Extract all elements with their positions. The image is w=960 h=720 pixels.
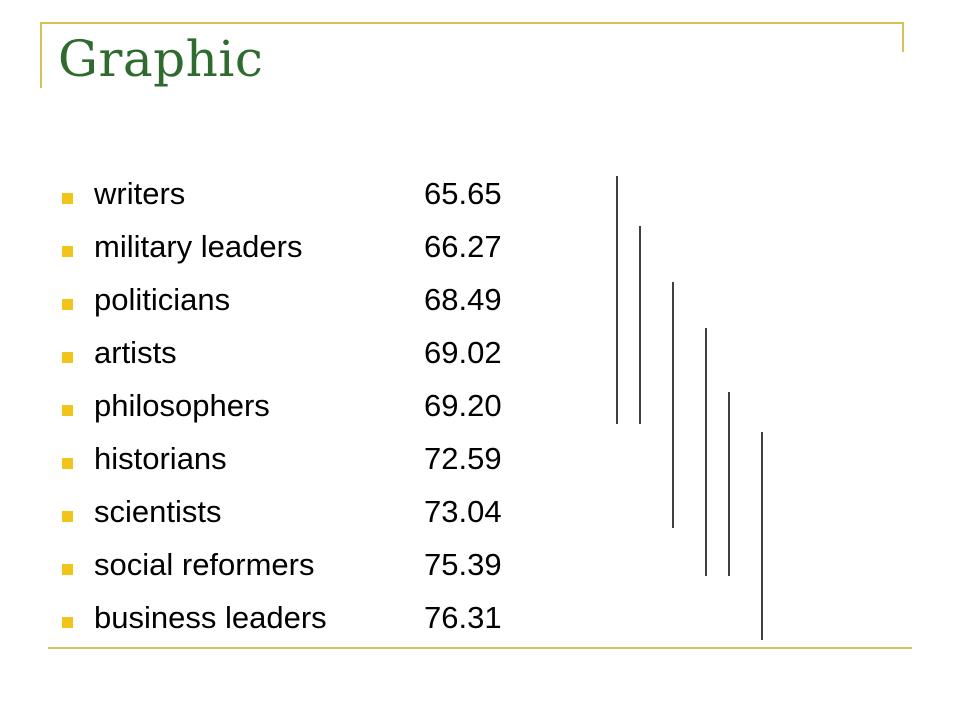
- slide-title: Graphic: [58, 30, 264, 88]
- occupation-label: military leaders: [94, 229, 303, 264]
- age-value: 68.49: [424, 282, 502, 317]
- accent-rule-top: [40, 22, 904, 24]
- occupation-label: philosophers: [94, 388, 270, 423]
- square-bullet-icon: [62, 564, 73, 575]
- age-value: 69.02: [424, 335, 502, 370]
- occupation-label: scientists: [94, 494, 222, 529]
- age-value: 73.04: [424, 494, 502, 529]
- occupation-label: writers: [94, 176, 186, 211]
- age-value: 69.20: [424, 388, 502, 423]
- occupation-label: social reformers: [94, 547, 315, 582]
- accent-rule-bottom: [48, 647, 912, 649]
- occupation-label: business leaders: [94, 600, 327, 635]
- square-bullet-icon: [62, 405, 73, 416]
- square-bullet-icon: [62, 352, 73, 363]
- accent-rule-right: [902, 22, 904, 52]
- occupation-label: artists: [94, 335, 177, 370]
- age-value: 66.27: [424, 229, 502, 264]
- square-bullet-icon: [62, 246, 73, 257]
- square-bullet-icon: [62, 617, 73, 628]
- age-value: 75.39: [424, 547, 502, 582]
- age-value: 76.31: [424, 600, 502, 635]
- occupation-label: historians: [94, 441, 227, 476]
- age-value: 72.59: [424, 441, 502, 476]
- square-bullet-icon: [62, 299, 73, 310]
- age-value: 65.65: [424, 176, 502, 211]
- occupation-label: politicians: [94, 282, 231, 317]
- accent-rule-left: [40, 22, 42, 88]
- square-bullet-icon: [62, 458, 73, 469]
- square-bullet-icon: [62, 511, 73, 522]
- square-bullet-icon: [62, 193, 73, 204]
